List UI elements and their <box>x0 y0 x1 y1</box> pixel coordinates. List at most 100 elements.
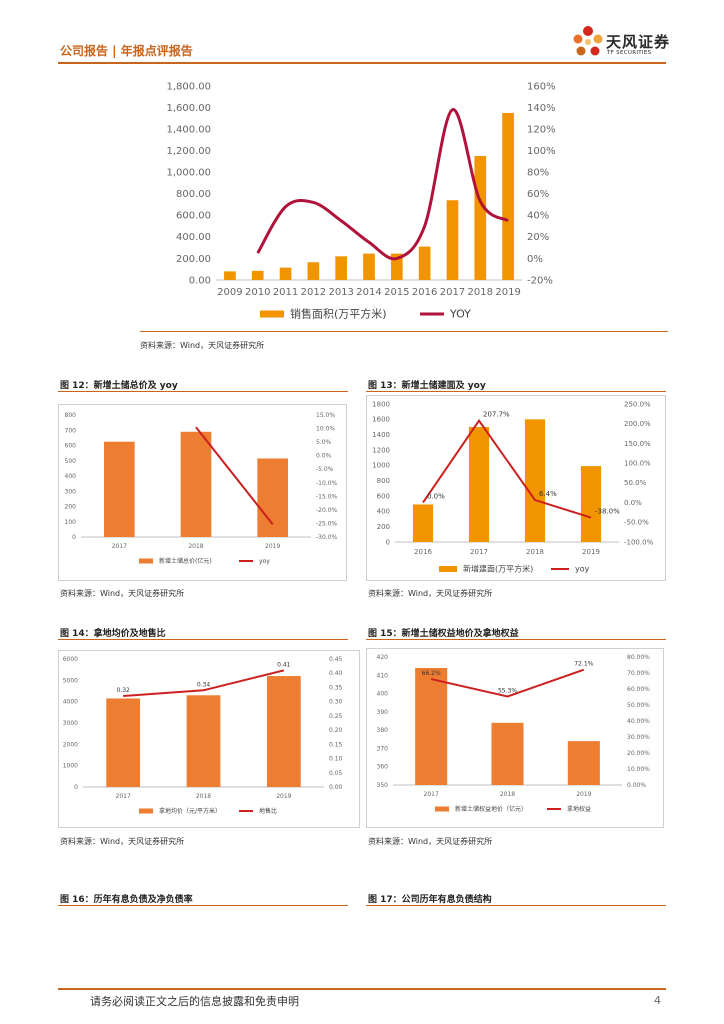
x-tick-label: 2016 <box>412 287 437 298</box>
y-right-tick-label: 250.0% <box>624 400 651 408</box>
figure-16-title: 图 16：历年有息负债及净负债率 <box>60 895 193 905</box>
x-tick-label: 2017 <box>112 543 127 550</box>
figure-12-frame: 0 100 200 300 400 500 600 700 800 -30.0% -25.0% -20… <box>58 404 347 581</box>
yoy-line <box>422 418 592 519</box>
y-right-tick-label: 20.00% <box>627 750 650 757</box>
y-right-tick-label: 120% <box>527 124 556 135</box>
y-left-tick-label: 1,600.00 <box>166 103 211 114</box>
figure-17-title: 图 17：公司历年有息负债结构 <box>368 895 492 905</box>
y-right-tick-label: 10.0% <box>316 426 335 433</box>
figure-15-rule <box>366 639 666 640</box>
y-right-tick-label: 0.20 <box>329 727 343 734</box>
bar-2019 <box>266 676 301 787</box>
tf-logo-icon <box>573 26 603 56</box>
legend-line-label: yoy <box>259 558 270 565</box>
y-left-tick-label: 0 <box>386 538 390 546</box>
y-right-tick-label: -20.0% <box>316 507 338 514</box>
x-tick-label: 2017 <box>116 793 131 800</box>
y-left-tick-label: 600 <box>65 443 77 450</box>
x-tick-label: 2009 <box>217 287 242 298</box>
y-left-tick-label: 0 <box>72 534 76 541</box>
x-tick-label: 2019 <box>582 548 600 556</box>
bar-2013 <box>335 256 348 280</box>
y-left-tick-label: 350 <box>377 782 389 789</box>
y-left-tick-label: 1,200.00 <box>166 146 211 157</box>
y-right-tick-label: 0.30 <box>329 699 343 706</box>
data-label: 6.4% <box>539 490 557 498</box>
legend-bar-label: 新增土储总价(亿元) <box>159 557 212 565</box>
figure-17-rule <box>366 905 666 906</box>
y-left-tick-label: 3000 <box>63 720 78 727</box>
y-left-tick-label: 200 <box>65 504 77 511</box>
legend-bar-swatch <box>139 558 153 564</box>
y-right-tick-label: 50.0% <box>624 479 647 487</box>
y-left-tick-label: 1400 <box>372 431 390 439</box>
figure-16-rule <box>58 905 348 906</box>
bar-2017 <box>415 667 448 785</box>
x-tick-label: 2016 <box>414 548 432 556</box>
equity-land-price-chart: 350 360 370 380 390 400 410 420 0.00% 10.00% 20.00… <box>377 654 651 813</box>
y-left-tick-label: 1000 <box>63 763 78 770</box>
y-right-tick-label: 40% <box>527 211 549 222</box>
y-left-tick-label: 400 <box>65 473 77 480</box>
yoy-line <box>430 668 585 698</box>
legend-bar-swatch <box>435 806 449 812</box>
y-left-tick-label: 410 <box>377 672 389 679</box>
data-label: 55.3% <box>498 688 517 695</box>
y-left-tick-label: 390 <box>377 709 389 716</box>
x-tick-label: 2017 <box>424 791 439 798</box>
y-left-tick-label: 400.00 <box>176 232 211 243</box>
footer-disclaimer: 请务必阅读正文之后的信息披露和免责申明 <box>90 995 299 1008</box>
land-total-price-chart: 0 100 200 300 400 500 600 700 800 -30.0% -25.0% -20… <box>65 412 338 565</box>
land-area-chart: 0 200 400 600 800 1000 1200 1400 1600 1800 -100.0%… <box>372 400 653 573</box>
bar-2017 <box>446 200 459 280</box>
bar-2017 <box>104 441 135 537</box>
x-tick-label: 2011 <box>273 287 298 298</box>
y-right-tick-label: 10.00% <box>627 766 650 773</box>
legend-line-label: 拿地权益 <box>567 805 591 813</box>
y-right-tick-label: 60.00% <box>627 686 650 693</box>
page-number: 4 <box>654 994 661 1007</box>
y-left-tick-label: 1,800.00 <box>166 81 211 92</box>
x-tick-label: 2017 <box>470 548 488 556</box>
y-right-tick-label: 20% <box>527 232 549 243</box>
data-label: 0.32 <box>116 687 130 694</box>
data-label: 66.2% <box>422 670 441 677</box>
x-tick-label: 2013 <box>328 287 353 298</box>
figure-14-title: 图 14：拿地均价及地售比 <box>60 629 166 639</box>
y-right-tick-label: 0% <box>527 254 543 265</box>
y-left-tick-label: 370 <box>377 745 389 752</box>
yoy-line <box>195 426 274 525</box>
bar-2016 <box>412 504 434 542</box>
x-tick-label: 2015 <box>384 287 409 298</box>
report-header-title: 公司报告 | 年报点评报告 <box>60 44 193 58</box>
y-right-tick-label: 5.0% <box>316 439 332 446</box>
x-tick-label: 2017 <box>440 287 465 298</box>
bar-2012 <box>307 262 320 280</box>
y-right-tick-label: 0.45 <box>329 656 343 663</box>
y-right-tick-label: -20% <box>527 275 553 286</box>
figure-14-rule <box>58 639 348 640</box>
x-tick-label: 2018 <box>500 791 515 798</box>
y-left-tick-label: 4000 <box>63 699 78 706</box>
y-right-tick-label: 15.0% <box>316 412 335 419</box>
y-left-tick-label: 5000 <box>63 677 78 684</box>
x-tick-label: 2019 <box>576 791 591 798</box>
bar-2018 <box>474 156 487 280</box>
legend-bar-swatch <box>139 808 153 814</box>
land-avg-price-chart: 0 1000 2000 3000 4000 5000 6000 0.00 0.05 0.10 0.1… <box>63 656 343 815</box>
x-tick-label: 2018 <box>468 287 493 298</box>
y-left-tick-label: 800 <box>377 477 390 485</box>
bar-2018 <box>524 419 546 542</box>
y-right-tick-label: 0.05 <box>329 770 343 777</box>
y-left-tick-label: 1,400.00 <box>166 124 211 135</box>
x-tick-label: 2019 <box>265 543 280 550</box>
y-left-tick-label: 2000 <box>63 741 78 748</box>
bar-2018 <box>186 695 221 787</box>
x-tick-label: 2014 <box>356 287 381 298</box>
y-left-tick-label: 700 <box>65 427 77 434</box>
y-right-tick-label: 140% <box>527 103 556 114</box>
figure-13-title: 图 13：新增土储建面及 yoy <box>368 381 486 391</box>
y-right-tick-label: 0.35 <box>329 684 343 691</box>
legend-bar-swatch <box>439 566 457 572</box>
